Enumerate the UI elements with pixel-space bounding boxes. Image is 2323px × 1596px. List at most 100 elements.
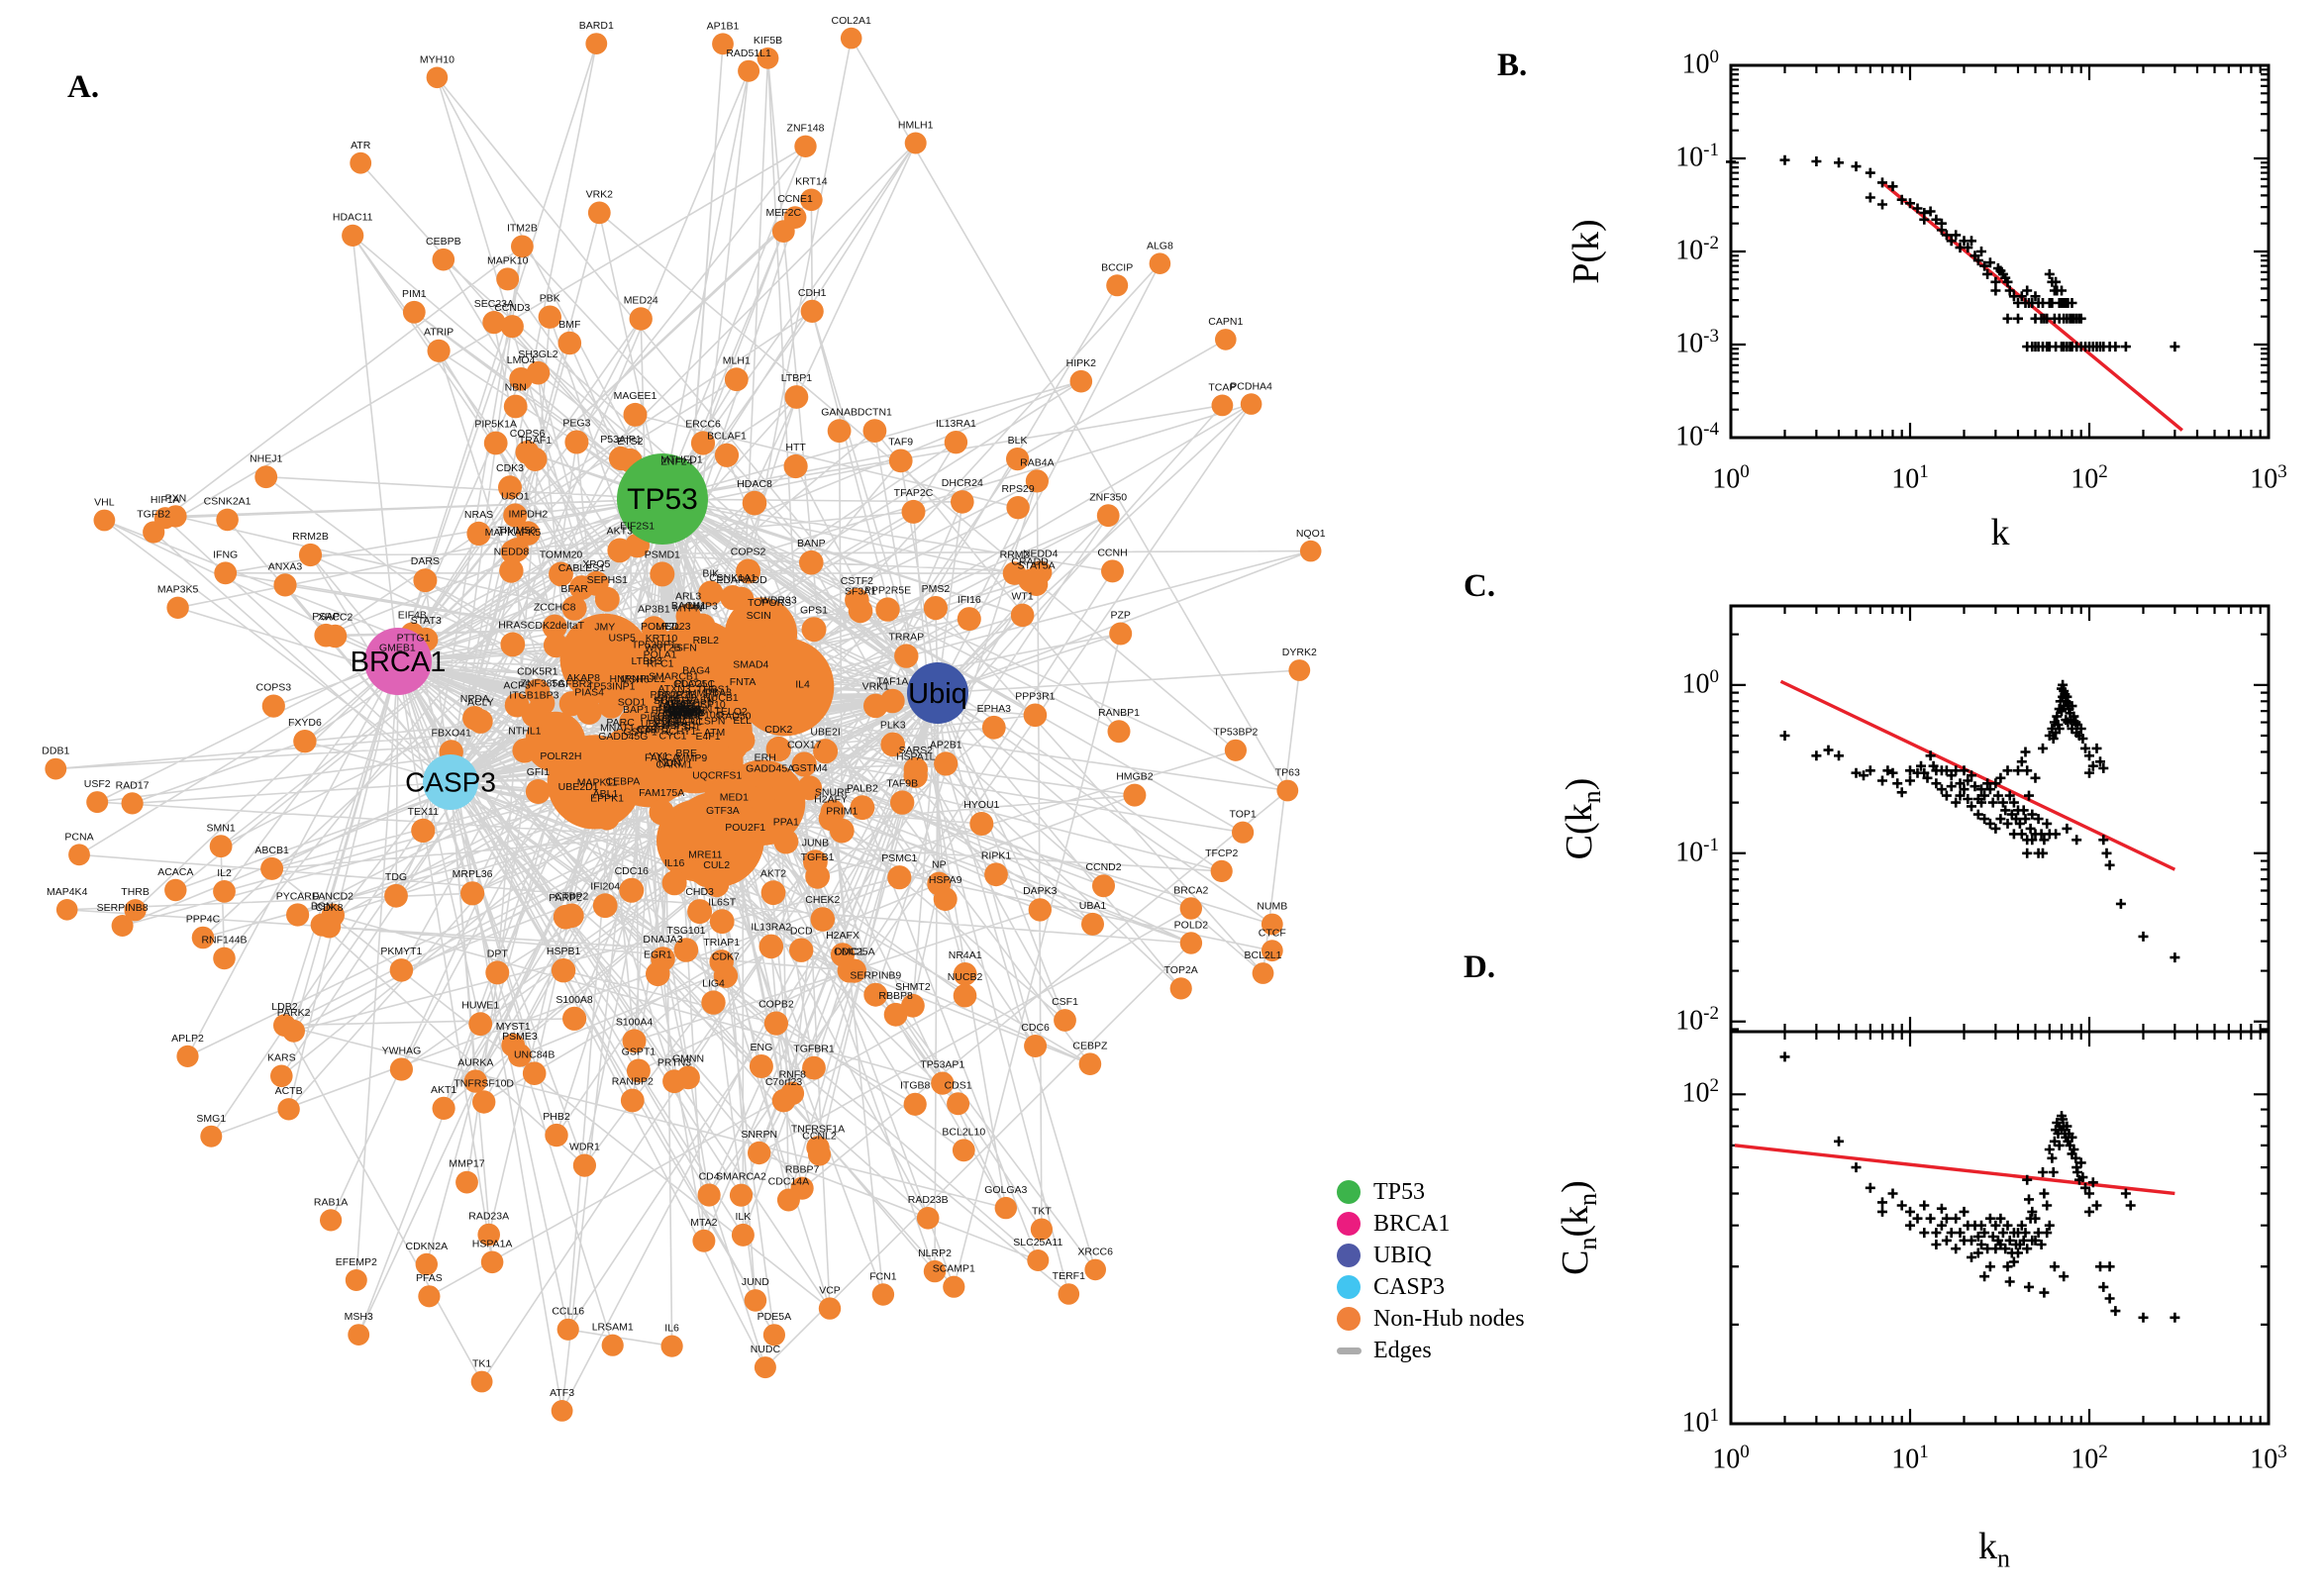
- network-node: [952, 1139, 975, 1162]
- network-node: [651, 947, 675, 971]
- network-node: [927, 871, 952, 896]
- network-node-label: MEF2C: [766, 207, 802, 219]
- network-node-label: FBXO41: [432, 727, 471, 739]
- network-node-label: GFI1: [527, 766, 550, 778]
- network-node: [620, 1088, 645, 1113]
- plot-panel-D: [1729, 1030, 2271, 1426]
- network-node-label: MYH10: [420, 53, 454, 65]
- network-node: [738, 59, 760, 82]
- network-node: [649, 799, 674, 826]
- network-node-label: SMARCB1: [649, 671, 699, 683]
- network-node-label: CEBPB: [426, 236, 461, 248]
- network-node: [1240, 393, 1262, 415]
- network-node: [763, 1011, 789, 1036]
- network-node-label: DDB1: [42, 746, 69, 757]
- network-node-label: CUL2: [703, 859, 730, 871]
- network-node-label: POLR2H: [540, 750, 581, 762]
- network-node-label: S100A8: [556, 994, 593, 1006]
- x-tick-label: 102: [2070, 461, 2108, 495]
- network-node-label: PZP: [1110, 610, 1130, 622]
- network-node-label: AKT2: [760, 867, 786, 879]
- network-node-label: WDR33: [760, 595, 797, 607]
- network-node: [690, 431, 716, 455]
- network-node: [1109, 622, 1133, 646]
- network-node-label: FXYD6: [288, 717, 322, 729]
- network-node-label: BRCA2: [1173, 884, 1208, 896]
- network-node-label: HMLH1: [898, 120, 934, 132]
- network-node-label: MAPK10: [487, 254, 529, 266]
- network-node: [1252, 962, 1274, 984]
- network-node: [477, 1223, 501, 1247]
- network-node: [594, 805, 620, 831]
- network-node: [200, 1125, 223, 1147]
- legend-item-casp3: CASP3: [1337, 1271, 1525, 1303]
- network-node-label: CCL16: [552, 1306, 584, 1318]
- network-node-label: DCTN1: [858, 406, 892, 418]
- network-node: [462, 706, 487, 731]
- network-node-label: P53AIP1: [600, 434, 642, 446]
- network-node-label: TP63: [1275, 767, 1300, 779]
- network-node-label: BIK: [702, 568, 719, 580]
- network-node: [1299, 540, 1322, 562]
- network-node-label: EFEMP2: [336, 1256, 377, 1268]
- network-node-label: VHL: [94, 497, 115, 509]
- network-node-label: SH3GL2: [518, 349, 557, 360]
- network-node-label: MED1: [720, 791, 749, 803]
- network-node: [1069, 369, 1093, 393]
- network-node-label: TP53INP1: [587, 680, 636, 692]
- network-node: [799, 549, 824, 575]
- network-node: [1054, 1009, 1076, 1032]
- network-node-label: LDB1: [658, 702, 684, 714]
- network-node: [749, 1054, 773, 1078]
- network-node-label: IL4: [795, 679, 810, 691]
- network-node: [261, 694, 285, 718]
- network-node: [501, 1033, 526, 1057]
- network-node-label: FCN1: [869, 1270, 897, 1282]
- network-node-label: CDK2: [764, 724, 792, 736]
- network-node-label: NPDA: [460, 693, 489, 705]
- y-tick-label: 100: [1681, 47, 1720, 80]
- network-node-label: NQO1: [1296, 528, 1326, 540]
- network-node: [657, 723, 684, 749]
- network-node: [93, 509, 116, 532]
- network-node-label: HDAC8: [737, 478, 772, 490]
- network-node-label: LMO4: [507, 354, 536, 366]
- network-node-label: CCNL2: [802, 1130, 837, 1142]
- network-node: [1101, 559, 1124, 583]
- network-node: [503, 394, 528, 419]
- network-node-label: GANAB: [821, 406, 858, 418]
- network-node-label: NDN: [658, 757, 681, 769]
- network-node: [789, 938, 814, 962]
- network-node: [426, 66, 449, 89]
- legend-item-brca1: BRCA1: [1337, 1208, 1525, 1240]
- network-node-label: KRT5: [655, 693, 681, 705]
- network-node-label: SF1: [681, 722, 700, 734]
- network-node: [607, 729, 634, 755]
- network-node-label: SEPHS1: [587, 574, 629, 586]
- network-node-label: NUCB2: [948, 971, 983, 983]
- network-node-label: AKT1: [431, 1084, 456, 1096]
- network-node-label: ZCCHC8: [534, 602, 576, 614]
- network-node-label: WNT2B: [645, 643, 681, 654]
- network-node: [592, 893, 618, 919]
- network-node: [1084, 1258, 1106, 1281]
- network-node-label: RNF144B: [201, 935, 247, 947]
- network-node-label: CTGF: [666, 698, 695, 710]
- network-node-label: ERCC6: [685, 418, 721, 430]
- network-node-label: RBBP7: [785, 1164, 820, 1176]
- network-node: [1028, 898, 1053, 922]
- network-node-label: PCYT1A: [651, 711, 691, 723]
- network-node: [526, 360, 551, 385]
- network-node-label: DCD: [790, 926, 813, 938]
- network-node-label: ELL: [733, 715, 752, 727]
- network-node-label: GOLGA3: [984, 1184, 1027, 1196]
- network-node: [810, 907, 836, 932]
- network-node-label: CDH1: [798, 287, 827, 299]
- network-node: [213, 880, 236, 903]
- network-node-label: KARS: [267, 1052, 296, 1064]
- network-node-label: AP3B1: [638, 603, 670, 615]
- network-node-label: PIM1: [402, 288, 427, 300]
- hub-label-casp3: CASP3: [405, 767, 496, 798]
- network-node-label: ZNF148: [787, 123, 825, 135]
- network-node-label: SEC23A: [474, 298, 514, 310]
